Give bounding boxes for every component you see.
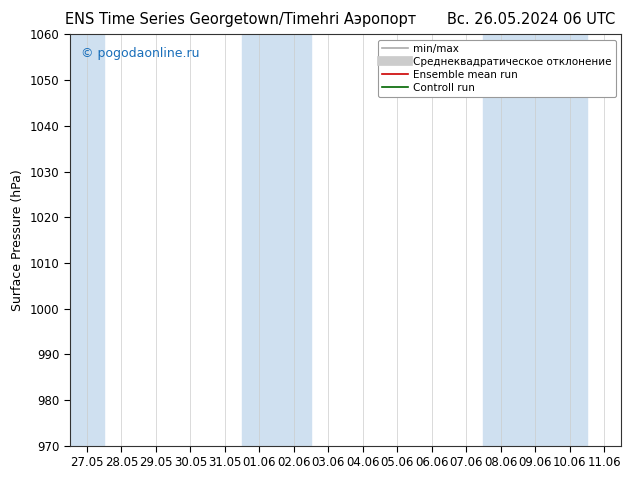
Text: Вс. 26.05.2024 06 UTC: Вс. 26.05.2024 06 UTC [447,12,615,27]
Y-axis label: Surface Pressure (hPa): Surface Pressure (hPa) [11,169,24,311]
Bar [70,34,104,446]
Bar [242,34,311,446]
Legend: min/max, Среднеквадратическое отклонение, Ensemble mean run, Controll run: min/max, Среднеквадратическое отклонение… [378,40,616,97]
Text: ENS Time Series Georgetown/Timehri Аэропорт: ENS Time Series Georgetown/Timehri Аэроп… [65,12,417,27]
Text: © pogodaonline.ru: © pogodaonline.ru [81,47,199,60]
Bar [483,34,587,446]
